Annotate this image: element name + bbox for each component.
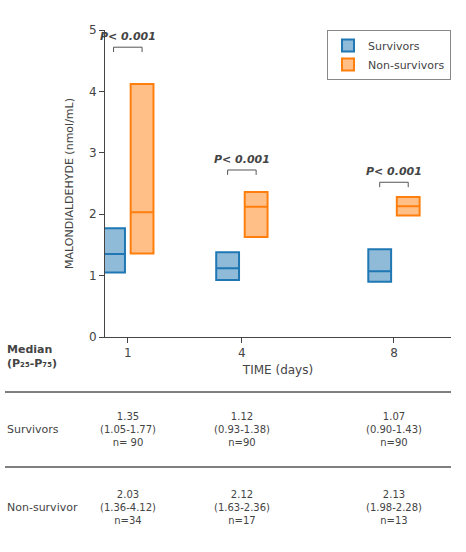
svg-text:5: 5 bbox=[89, 23, 97, 37]
svg-text:8: 8 bbox=[390, 346, 398, 360]
svg-text:P< 0.001: P< 0.001 bbox=[366, 165, 422, 178]
svg-text:Median(P₂₅-P₇₅): Median(P₂₅-P₇₅) bbox=[7, 343, 57, 370]
svg-text:1.07(0.90-1.43)n=90: 1.07(0.90-1.43)n=90 bbox=[366, 411, 422, 448]
svg-text:1.35(1.05-1.77)n= 90: 1.35(1.05-1.77)n= 90 bbox=[100, 411, 156, 448]
svg-text:2.03(1.36-4.12)n=34: 2.03(1.36-4.12)n=34 bbox=[100, 489, 156, 526]
svg-text:1: 1 bbox=[89, 269, 97, 283]
svg-text:P< 0.001: P< 0.001 bbox=[214, 153, 270, 166]
svg-text:2: 2 bbox=[89, 207, 97, 221]
svg-text:3: 3 bbox=[89, 146, 97, 160]
svg-text:4: 4 bbox=[89, 85, 97, 99]
svg-text:P< 0.001: P< 0.001 bbox=[100, 30, 156, 43]
svg-text:TIME (days): TIME (days) bbox=[242, 363, 313, 377]
svg-text:1: 1 bbox=[124, 346, 132, 360]
svg-text:4: 4 bbox=[238, 346, 246, 360]
svg-text:2.12(1.63-2.36)n=17: 2.12(1.63-2.36)n=17 bbox=[214, 489, 270, 526]
svg-text:Survivors: Survivors bbox=[368, 40, 420, 53]
svg-text:Non-survivors: Non-survivors bbox=[368, 59, 444, 72]
svg-text:MALONDIALDEHYDE (nmol/mL): MALONDIALDEHYDE (nmol/mL) bbox=[63, 98, 76, 269]
svg-text:1.12(0.93-1.38)n=90: 1.12(0.93-1.38)n=90 bbox=[214, 411, 270, 448]
svg-text:0: 0 bbox=[89, 330, 97, 344]
svg-text:2.13(1.98-2.28)n=13: 2.13(1.98-2.28)n=13 bbox=[366, 489, 422, 526]
svg-text:Non-survivor: Non-survivor bbox=[7, 501, 78, 514]
svg-text:Survivors: Survivors bbox=[7, 423, 59, 436]
